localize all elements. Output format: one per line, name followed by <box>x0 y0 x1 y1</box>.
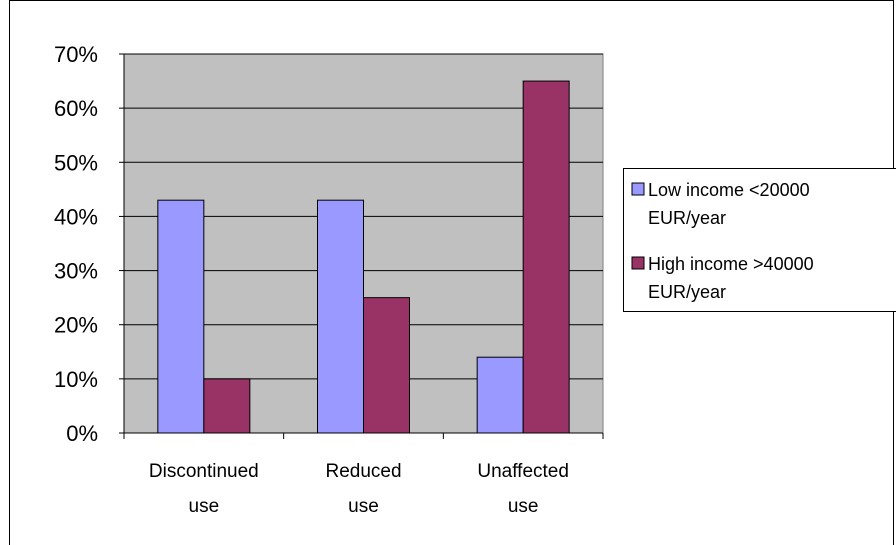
legend-label-high-income-line2: EUR/year <box>648 282 726 302</box>
y-tick-label: 60% <box>54 96 98 121</box>
legend-label-low-income-line1: Low income <20000 <box>648 180 810 200</box>
x-axis-ticks <box>123 433 604 439</box>
bar <box>522 80 570 434</box>
legend-box <box>623 168 896 312</box>
x-category-label: use <box>189 496 220 517</box>
y-tick-label: 0% <box>66 421 98 446</box>
y-tick-label: 40% <box>54 204 98 229</box>
legend: Low income <20000 EUR/year High income >… <box>623 168 896 312</box>
bars <box>157 80 570 434</box>
x-category-label: Unaffected <box>477 461 569 482</box>
bar <box>363 297 410 434</box>
y-tick-label: 70% <box>54 42 98 67</box>
x-category-label: use <box>508 496 539 517</box>
legend-swatch-high-income <box>631 256 645 270</box>
bar <box>476 356 524 434</box>
x-category-label: use <box>348 496 379 517</box>
legend-label-high-income-line1: High income >40000 <box>648 254 814 274</box>
y-tick-label: 30% <box>54 259 98 284</box>
bar <box>157 199 205 434</box>
y-tick-label: 10% <box>54 367 98 392</box>
bar <box>203 378 251 434</box>
y-axis-ticks: 0% 10% 20% 30% 40% 50% 60% 70% <box>54 42 124 446</box>
y-tick-label: 20% <box>54 313 98 338</box>
bar <box>317 199 364 434</box>
y-tick-label: 50% <box>54 150 98 175</box>
x-axis-labels: Discontinued use Reduced use Unaffected use <box>149 461 569 517</box>
x-category-label: Discontinued <box>149 461 259 482</box>
legend-swatch-low-income <box>631 182 645 196</box>
legend-label-low-income-line2: EUR/year <box>648 208 726 228</box>
x-category-label: Reduced <box>325 461 401 482</box>
